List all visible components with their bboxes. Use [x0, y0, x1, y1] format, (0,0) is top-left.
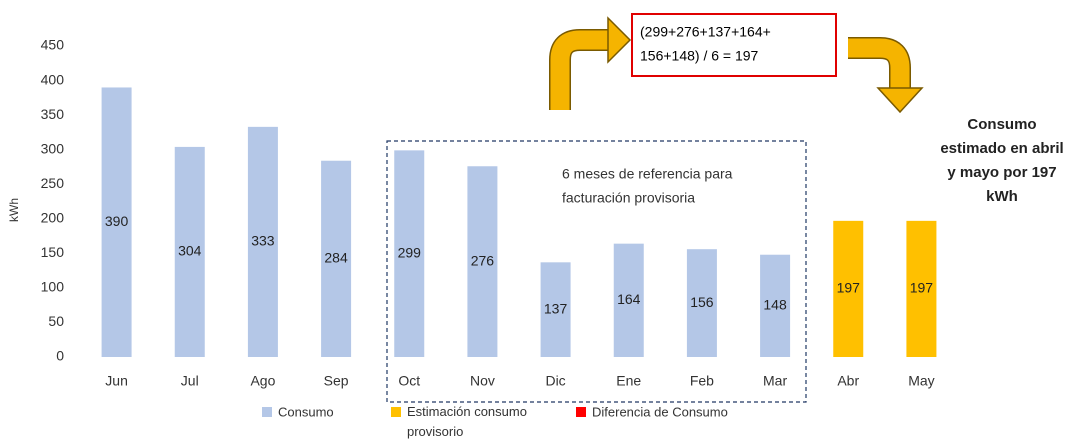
data-label: 164 [617, 291, 641, 307]
annotation: (299+276+137+164+ [640, 24, 771, 40]
bar [174, 146, 205, 357]
y-tick-label: 200 [41, 209, 65, 225]
legend-swatch [576, 407, 586, 417]
bar [394, 150, 425, 357]
bar [467, 166, 498, 357]
x-tick-label: Nov [470, 373, 495, 389]
bar [321, 160, 352, 357]
data-label: 197 [837, 280, 861, 296]
data-label: 333 [251, 233, 275, 249]
data-label: 390 [105, 213, 129, 229]
x-tick-label: Oct [398, 373, 420, 389]
annotation: Consumo [967, 116, 1036, 133]
y-tick-label: 0 [56, 348, 64, 364]
x-tick-label: Feb [690, 373, 714, 389]
x-tick-label: May [908, 373, 934, 389]
data-label: 148 [763, 297, 787, 313]
x-tick-label: Ago [250, 373, 275, 389]
annotation: facturación provisoria [562, 190, 695, 206]
y-tick-label: 150 [41, 244, 65, 260]
y-axis-label: kWh [7, 198, 21, 222]
data-label: 197 [910, 280, 934, 296]
arrow-left [549, 16, 632, 110]
reference-box [386, 140, 807, 403]
legend-label: Consumo [278, 404, 334, 419]
arrow-right [848, 37, 924, 114]
x-tick-label: Ene [616, 373, 641, 389]
y-tick-label: 400 [41, 71, 65, 87]
bar [906, 220, 937, 357]
data-label: 299 [398, 244, 422, 260]
data-label: 156 [690, 294, 714, 310]
bar [833, 220, 864, 357]
annotation: kWh [986, 188, 1018, 205]
x-tick-label: Mar [763, 373, 787, 389]
bar [613, 243, 644, 357]
x-tick-label: Dic [545, 373, 565, 389]
x-tick-label: Abr [837, 373, 859, 389]
legend-swatch [391, 407, 401, 417]
y-tick-label: 100 [41, 279, 65, 295]
data-label: 284 [324, 250, 348, 266]
x-tick-label: Jul [181, 373, 199, 389]
annotation: y mayo por 197 [947, 164, 1056, 181]
formula-box [631, 13, 837, 77]
data-label: 276 [471, 252, 495, 268]
y-tick-label: 350 [41, 106, 65, 122]
legend-swatch [262, 407, 272, 417]
y-tick-label: 450 [41, 37, 65, 53]
x-tick-label: Jun [105, 373, 128, 389]
y-tick-label: 50 [48, 313, 64, 329]
data-label: 304 [178, 243, 202, 259]
legend-label: Estimación consumo provisorio [407, 404, 527, 439]
x-tick-label: Sep [324, 373, 349, 389]
legend-label: Diferencia de Consumo [592, 404, 728, 419]
bar [540, 262, 571, 357]
annotation: 156+148) / 6 = 197 [640, 48, 759, 64]
bar [760, 254, 791, 357]
annotation: 6 meses de referencia para [562, 166, 733, 182]
bar [686, 249, 717, 357]
data-label: 137 [544, 300, 568, 316]
y-tick-label: 250 [41, 175, 65, 191]
y-tick-label: 300 [41, 140, 65, 156]
annotation: estimado en abril [940, 140, 1063, 157]
bar [247, 126, 278, 357]
bar [101, 87, 132, 357]
